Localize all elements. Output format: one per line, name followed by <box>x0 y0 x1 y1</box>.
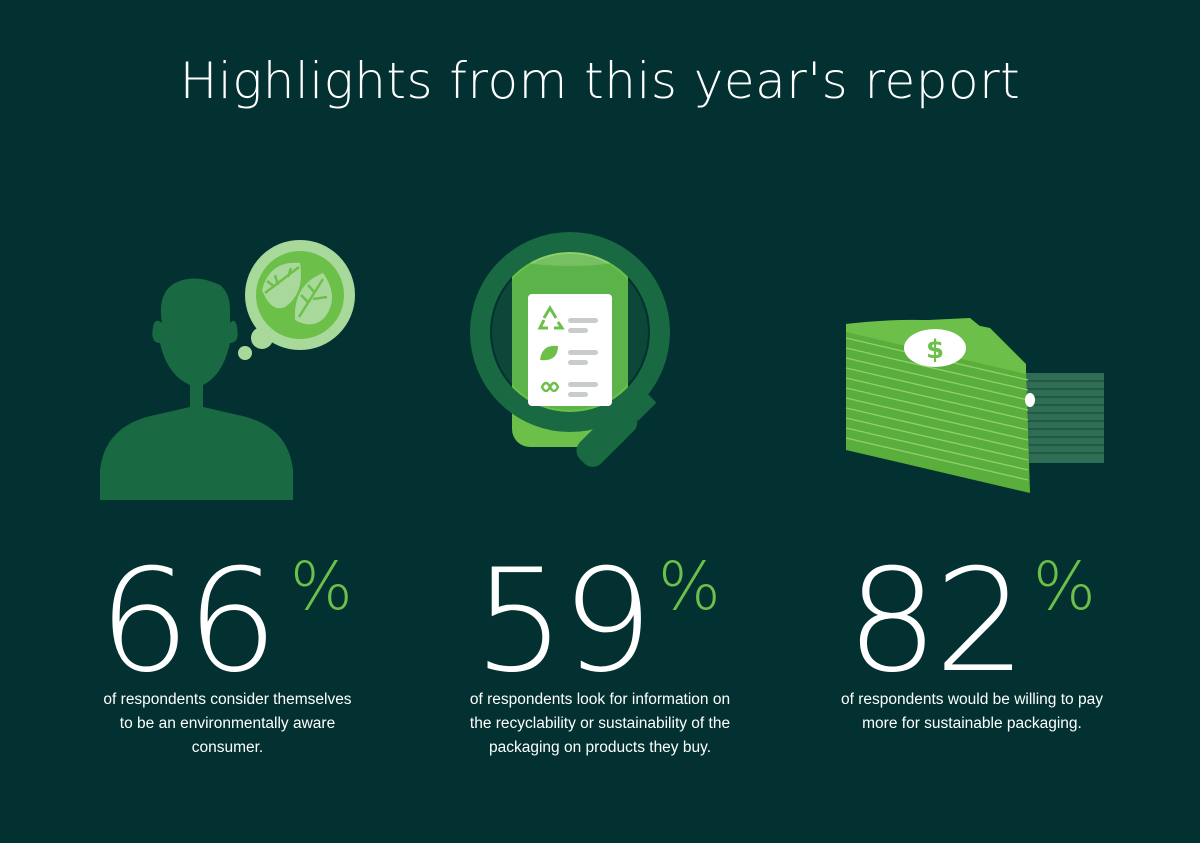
stat-description-2: of respondents look for information on t… <box>469 691 731 756</box>
person-leaf-thought-icon <box>100 240 355 500</box>
percent-sign-2: % <box>658 548 721 625</box>
stat-value-3: 82 <box>846 539 1026 704</box>
percent-sign-1: % <box>290 548 353 625</box>
stat-value-1: 66 <box>98 539 278 704</box>
page-title: Highlights from this year's report <box>179 52 1021 110</box>
svg-text:$: $ <box>926 335 944 365</box>
money-stack-icon: $ <box>845 318 1104 493</box>
stat-description-1: of respondents consider themselves to be… <box>103 691 352 756</box>
percent-sign-3: % <box>1033 548 1096 625</box>
stat-value-2: 59 <box>473 539 653 704</box>
stat-description-3: of respondents would be willing to pay m… <box>841 691 1103 732</box>
magnifier-recycle-label-icon <box>470 232 670 467</box>
